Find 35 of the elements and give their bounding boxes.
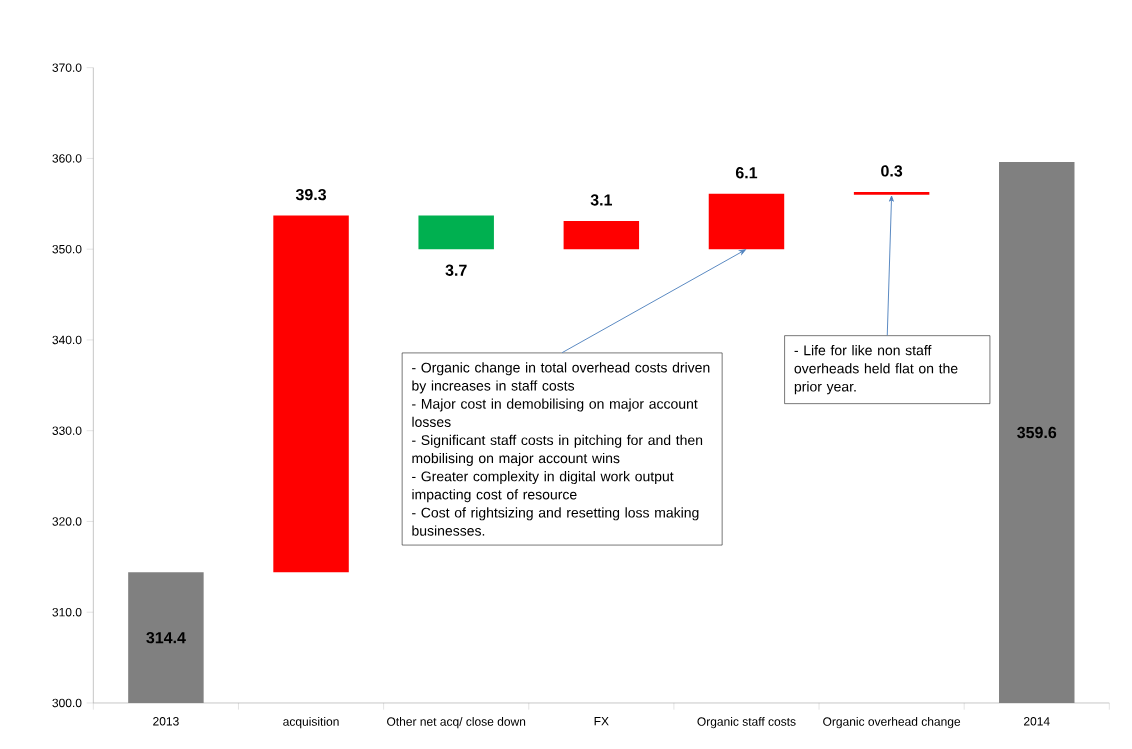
data-label: 0.3 xyxy=(881,165,903,177)
annotation: - Greater complexity in digital work output impacting cost of resource xyxy=(412,471,674,503)
bar xyxy=(418,215,494,250)
data-label: 3.7 xyxy=(445,264,467,276)
bar xyxy=(708,193,785,250)
bar xyxy=(563,221,640,250)
x-tick-label: Organic staff costs xyxy=(697,717,796,729)
y-tick-label: 350.0 xyxy=(52,244,82,254)
y-tick-label: 370.0 xyxy=(52,63,82,72)
y-tick-label: 320.0 xyxy=(52,517,82,526)
bar xyxy=(128,572,204,703)
y-tick-label: 300.0 xyxy=(52,698,82,708)
bar xyxy=(853,192,930,195)
data-label: 39.3 xyxy=(295,188,327,201)
annotation: - Life for like non staff overheads held flat on the prior year. xyxy=(794,345,958,395)
x-tick-label: FX xyxy=(594,717,609,726)
bar xyxy=(273,215,349,573)
x-tick-label: 2014 xyxy=(1024,717,1050,726)
annotation: - Significant staff costs in pitching for and then mobilising on major account wins xyxy=(412,434,703,466)
annotation: - Organic change in total overhead costs driven by increases in staff costs xyxy=(412,362,710,394)
data-label: 6.1 xyxy=(735,167,758,179)
bar xyxy=(999,162,1075,703)
x-tick-label: 2013 xyxy=(153,717,179,726)
data-label: 314.4 xyxy=(146,631,186,644)
annotation: - Major cost in demobilising on major account losses xyxy=(412,398,698,427)
x-tick-label: Organic overhead change xyxy=(823,717,961,729)
y-tick-label: 360.0 xyxy=(52,154,82,163)
data-label: 359.6 xyxy=(1017,426,1057,439)
y-tick-label: 340.0 xyxy=(52,335,82,345)
y-tick-label: 310.0 xyxy=(52,607,82,617)
x-tick-label: Other net acq/ close down xyxy=(387,717,526,729)
y-tick-label: 330.0 xyxy=(52,426,82,435)
annotation: - Cost of rightsizing and resetting loss making businesses. xyxy=(412,507,699,536)
data-label: 3.1 xyxy=(590,194,612,206)
x-tick-label: acquisition xyxy=(283,717,339,729)
